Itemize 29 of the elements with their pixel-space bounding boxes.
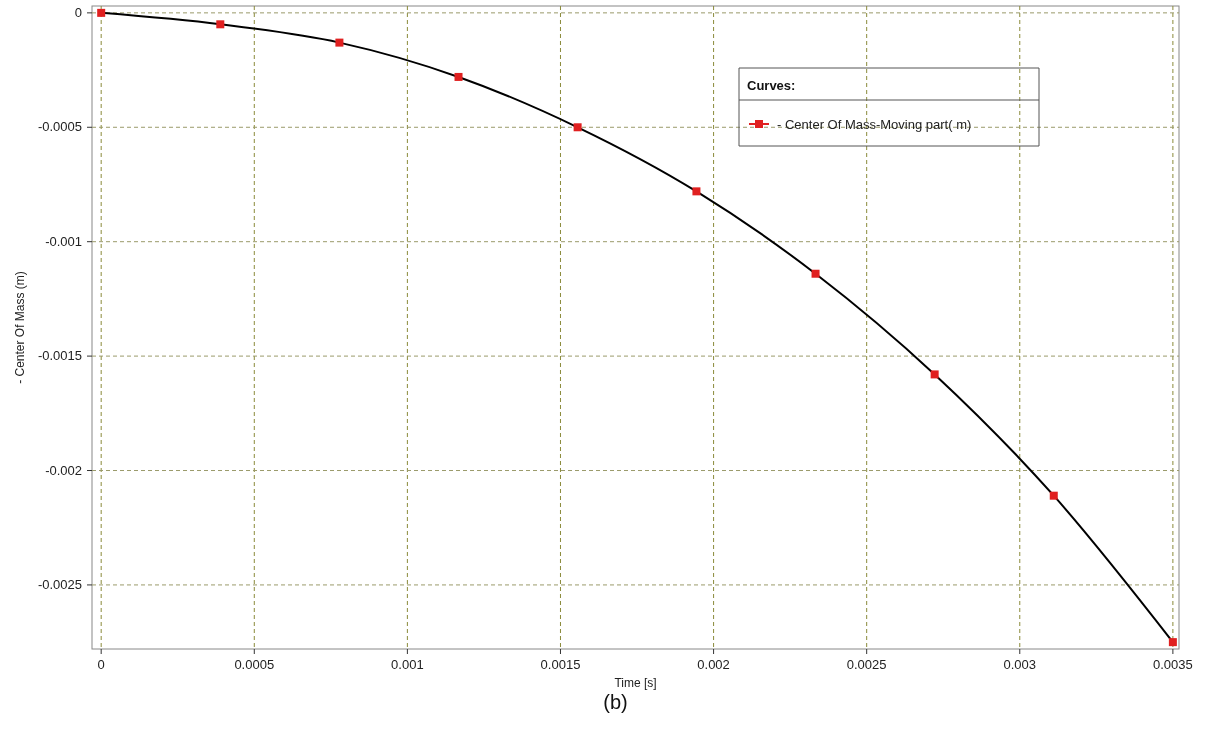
- point: [930, 370, 939, 379]
- legend-label: - Center Of Mass-Moving part( m): [777, 117, 972, 132]
- y-tick-label: -0.0025: [37, 576, 82, 592]
- x-tick-label: 0.0015: [540, 657, 581, 672]
- x-tick-label: 0.0025: [846, 657, 887, 672]
- point: [1168, 638, 1177, 647]
- point: [1049, 491, 1058, 500]
- x-tick-label: 0.001: [391, 657, 424, 672]
- point: [573, 123, 582, 132]
- x-tick-label: 0.0035: [1152, 657, 1193, 672]
- y-tick-label: -0.0015: [37, 348, 82, 364]
- text: (b): [603, 691, 628, 713]
- point: [335, 38, 344, 47]
- x-tick-label: 0: [97, 657, 105, 672]
- point: [692, 187, 701, 196]
- point: [216, 20, 225, 29]
- y-tick-label: -0.002: [45, 462, 82, 478]
- point: [811, 269, 820, 278]
- x-tick-label: 0.003: [1003, 657, 1037, 672]
- point: [97, 8, 106, 17]
- x-tick-label: 0.002: [697, 657, 730, 672]
- point: [454, 72, 463, 81]
- y-tick-label: -0.001: [45, 233, 82, 249]
- legend-title: Curves:: [747, 78, 796, 93]
- y-tick-label: 0: [74, 4, 82, 20]
- x-tick-label: 0.0005: [234, 657, 275, 672]
- x-axis-title: Time [s]: [614, 676, 657, 690]
- y-axis-title: - Center Of Mass (m): [13, 271, 27, 384]
- y-tick-label: -0.0005: [37, 119, 82, 135]
